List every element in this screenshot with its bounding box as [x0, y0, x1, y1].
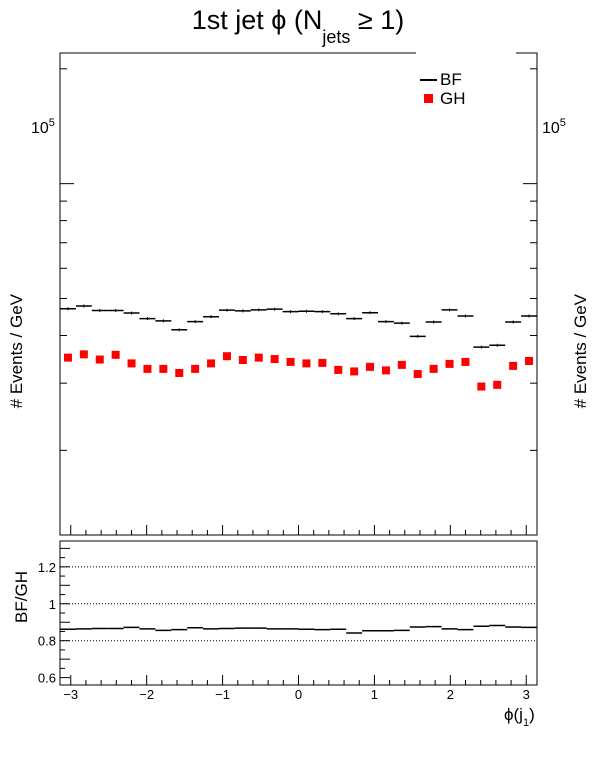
ratio-xtick-label: 3 [523, 687, 530, 702]
gh-point [334, 365, 343, 374]
legend-gh-marker [424, 94, 433, 103]
gh-point [286, 357, 295, 366]
gh-point [461, 357, 470, 366]
ratio-xtick-label: −2 [139, 687, 154, 702]
ratio-xlabel: ϕ(j1) [504, 705, 535, 729]
chart-title-sub: jets [321, 27, 350, 47]
gh-point [477, 382, 486, 391]
gh-point [397, 360, 406, 369]
gh-point [350, 367, 359, 376]
gh-point [302, 359, 311, 368]
legend: BF GH [420, 70, 466, 108]
gh-point [111, 350, 120, 359]
chart-title-tail: ≥ 1) [350, 5, 404, 35]
ratio-data-marks [59, 624, 538, 634]
ratio-xtick-label: 1 [371, 687, 378, 702]
gh-point [429, 364, 438, 373]
ratio-ylabel: BF/GH [12, 571, 31, 623]
gh-point [159, 364, 168, 373]
gh-point [63, 353, 72, 362]
gh-point [143, 364, 152, 373]
main-ylabel-left: # Events / GeV [7, 293, 26, 408]
ratio-xtick-label: −1 [215, 687, 230, 702]
gh-point [254, 353, 263, 362]
gh-point [509, 361, 518, 370]
gh-point [207, 359, 216, 368]
gh-point [366, 362, 375, 371]
gh-point [175, 368, 184, 377]
gh-point [191, 364, 200, 373]
main-ytick-label-left: 105 [31, 117, 55, 137]
ratio-ytick-label: 0.8 [38, 634, 56, 649]
gh-point [525, 356, 534, 365]
gh-point [413, 370, 422, 379]
gh-point [445, 359, 454, 368]
gh-point [238, 356, 247, 365]
ratio-xtick-label: 0 [295, 687, 302, 702]
ratio-xtick-label: 2 [447, 687, 454, 702]
ratio-xtick-label: −3 [63, 687, 78, 702]
main-axis-ticks [60, 68, 537, 535]
ratio-ytick-label: 1 [49, 597, 56, 612]
chart-title: 1st jet ϕ (Njets ≥ 1) [192, 5, 405, 47]
legend-bf-label: BF [440, 70, 462, 89]
gh-point [381, 366, 390, 375]
main-ylabel-right: # Events / GeV [571, 293, 590, 408]
gh-point [493, 380, 502, 389]
ratio-panel-frame [59, 540, 538, 686]
gh-point [79, 350, 88, 359]
gh-point [270, 355, 279, 364]
ratio-axis-ticks: −3 −2 −1 0 1 2 3 0.6 0.8 1 1.2 [38, 547, 530, 702]
gh-point [222, 352, 231, 361]
ratio-ytick-label: 0.6 [38, 671, 56, 686]
main-ytick-label-right: 105 [542, 117, 566, 137]
gh-point [318, 358, 327, 367]
main-data-marks [59, 304, 538, 391]
legend-gh-label: GH [440, 89, 466, 108]
chart-title-main: 1st jet ϕ (N [192, 5, 323, 35]
main-panel-frame [59, 52, 538, 536]
gh-point [95, 355, 104, 364]
ratio-ytick-label: 1.2 [38, 560, 56, 575]
gh-point [127, 359, 136, 368]
